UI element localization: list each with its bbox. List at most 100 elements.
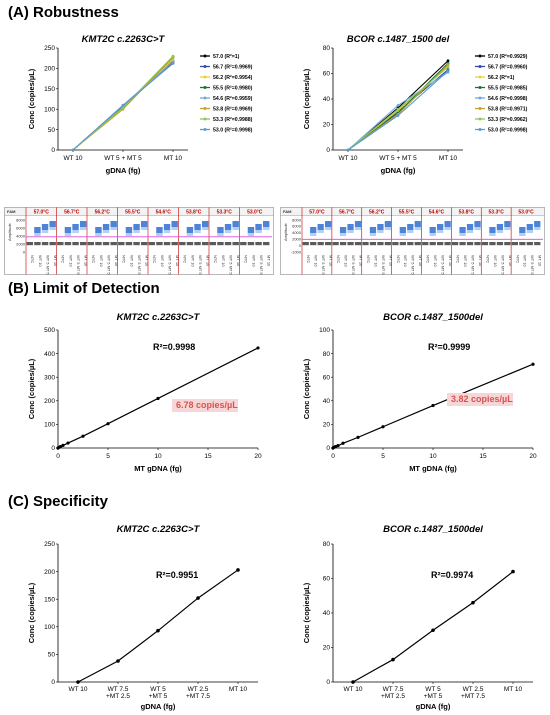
ddpcr-positive-cluster [526,224,533,230]
x-tick-label: 5 [106,453,110,460]
ddpcr-negative-cluster [26,242,34,246]
x-tick-label: WT 2.5 [188,686,209,693]
lod-highlight [172,399,238,412]
data-point [196,596,200,600]
ddpcr-positive-cluster [444,221,451,227]
x-tick-label: MT 10 [504,686,523,693]
ddpcr-rain [444,227,451,230]
ddpcr-positive-cluster [194,224,201,230]
ddpcr-temp-label: 56.2°C [369,209,385,215]
y-tick-label: 150 [44,596,55,603]
ddpcr-rain [194,230,201,233]
ddpcr-positive-cluster [519,227,526,233]
ddpcr-well-label: WT 5 MT 5 [500,255,505,275]
ddpcr-well-label: MT 10 [329,255,334,267]
ddpcr-negative-cluster [262,242,270,246]
x-tick-label: WT 5 [150,686,166,693]
x-axis-label: gDNA (fg) [141,702,176,711]
data-point [356,435,360,439]
data-point [66,441,70,445]
ddpcr-rain [466,230,474,233]
data-point [71,148,75,152]
ddpcr-negative-cluster [79,242,87,246]
lod-bcor-chart: BCOR c.1487_1500del MT gDNA (fg) Conc (cop… [302,312,537,473]
ddpcr-positive-cluster [133,224,140,230]
ddpcr-ytick: 6000 [16,225,26,230]
ddpcr-well-label: MT 10 [145,255,150,267]
ddpcr-well-label: WT 5 MT 5 [76,255,81,275]
ddpcr-positive-cluster [474,221,481,227]
ddpcr-well-label: NTC [306,255,311,263]
ddpcr-positive-cluster [534,221,541,227]
ddpcr-rain [255,230,262,233]
y-tick-label: 100 [44,106,55,113]
ddpcr-temp-label: 56.7°C [339,209,355,215]
ddpcr-well-label: NTC [183,255,188,263]
legend-label: 53.0 (R²=0.9998) [488,128,528,134]
ddpcr-negative-cluster [399,242,406,246]
lod-kmt2c-chart: KMT2C c.2263C>T MT gDNA (fg) Conc (copies/… [27,312,262,473]
ddpcr-positive-cluster [407,224,414,230]
ddpcr-rain [496,230,504,233]
x-axis-label: MT gDNA (fg) [409,464,457,473]
specificity-bcor-chart: BCOR c.1487_1500del gDNA (fg) Conc (copies… [302,524,533,711]
ddpcr-rain [384,227,392,230]
ddpcr-rain [34,233,41,236]
ddpcr-temp-label: 54.6°C [429,209,445,215]
ddpcr-temp-label: 53.3°C [217,209,233,215]
ddpcr-positive-cluster [186,227,194,233]
ddpcr-well-label: NTC [244,255,249,263]
ddpcr-negative-cluster [466,242,474,246]
ddpcr-negative-cluster [347,242,354,246]
data-point [346,148,350,152]
ddpcr-temp-label: 57.0°C [309,209,325,215]
ddpcr-well-label: WT 10 [463,255,468,267]
legend-label: 55.5 (R²=0.9985) [488,86,528,92]
y-tick-label: 500 [44,327,55,334]
y-axis-label: Conc (copies/µL) [27,68,36,129]
ddpcr-rain [310,233,317,236]
ddpcr-negative-cluster [156,242,163,246]
legend-label: 53.8 (R²=0.9969) [213,107,253,113]
ddpcr-positive-cluster [95,227,102,233]
ddpcr-rain [247,233,255,236]
ddpcr-positive-cluster [171,221,178,227]
x-tick-label: 0 [331,453,335,460]
ddpcr-positive-cluster [102,224,110,230]
panel-title: KMT2C c.2263C>T [82,34,166,45]
legend-marker [203,117,207,121]
y-tick-label: 0 [326,147,330,154]
data-point [81,434,85,438]
ddpcr-negative-cluster [102,242,110,246]
ddpcr-well-label: NTC [426,255,431,263]
data-point [106,422,110,426]
ddpcr-rain [534,227,541,230]
ddpcr-positive-cluster [310,227,317,233]
ddpcr-well-label: WT 10 [523,255,528,267]
y-tick-label: 40 [323,96,331,103]
ddpcr-rain [201,227,209,230]
ddpcr-negative-cluster [332,242,339,246]
ddpcr-well-label: MT 10 [538,255,543,267]
y-tick-label: 60 [323,576,331,583]
x-tick-label: 15 [479,453,487,460]
panel-title: BCOR c.1487_1500 del [347,34,450,45]
ddpcr-positive-cluster [347,224,354,230]
legend-marker [478,54,482,58]
ddpcr-negative-cluster [49,242,56,246]
ddpcr-negative-cluster [148,242,156,246]
ddpcr-negative-cluster [459,242,466,246]
ddpcr-positive-cluster [377,224,384,230]
legend-marker [203,86,207,89]
ddpcr-well-label: WT 5 MT 5 [106,255,111,275]
ddpcr-negative-cluster [362,242,369,246]
y-tick-label: 100 [44,422,55,429]
ddpcr-rain [519,233,526,236]
x-tick-label: WT 7.5 [383,686,404,693]
ddpcr-positive-cluster [399,227,406,233]
ddpcr-rain [339,233,347,236]
y-axis-label: Conc (copies/µL) [27,582,36,643]
ddpcr-ylabel: Amplitude [7,222,12,241]
legend-marker [203,128,207,131]
ddpcr-negative-cluster [41,242,49,246]
